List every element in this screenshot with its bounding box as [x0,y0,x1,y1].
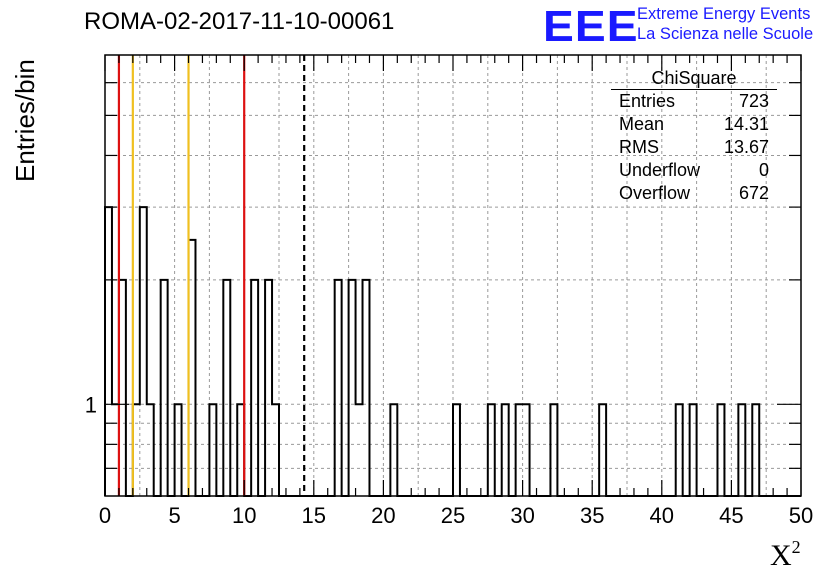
histogram-bin [161,280,168,496]
histogram-bin [752,404,759,496]
histogram-bin [523,404,530,496]
x-tick-label: 25 [441,503,465,528]
histogram-bin [209,404,216,496]
histogram-bin [223,280,230,496]
histogram-bin [453,404,460,496]
stats-box: ChiSquare Entries 723 Mean 14.31 RMS 13.… [611,67,777,205]
stats-value: 14.31 [723,114,769,134]
stats-row-entries: Entries 723 [611,90,777,113]
histogram-bin [516,404,523,496]
histogram-bin [349,280,356,496]
stats-label: Entries [619,91,676,111]
stats-title: ChiSquare [611,67,777,90]
x-tick-label: 50 [789,503,813,528]
x-tick-label: 30 [510,503,534,528]
x-tick-label: 35 [580,503,604,528]
stats-label: Underflow [619,160,701,180]
histogram-bin [251,280,258,496]
histogram-bin [676,404,683,496]
histogram-bin [105,207,112,496]
x-tick-label: 45 [719,503,743,528]
histogram-bin [488,404,495,496]
x-tick-label: 0 [99,503,111,528]
stats-value: 13.67 [723,137,769,157]
logo-line-1: Extreme Energy Events [637,5,811,23]
stats-row-underflow: Underflow 0 [611,159,777,182]
reference-lines [117,55,306,496]
histogram-bin [147,404,154,496]
x-axis-label: X2 [770,537,801,572]
stats-value: 723 [738,91,769,111]
stats-row-mean: Mean 14.31 [611,113,777,136]
axes [104,54,802,497]
histogram-bin [550,404,557,496]
histogram-bin [717,404,724,496]
histogram-bin [140,207,147,496]
y-tick-labels: 1 [85,392,97,417]
logo-line-2: La Scienza nelle Scuole [637,25,814,43]
histogram-bin [265,280,272,496]
x-tick-label: 15 [302,503,326,528]
histogram-bin [272,404,279,496]
x-tick-label: 10 [232,503,256,528]
page-title: ROMA-02-2017-11-10-00061 [84,8,395,35]
x-tick-label: 20 [371,503,395,528]
stats-label: RMS [619,137,659,157]
y-tick-label: 1 [85,392,97,417]
stats-value: 0 [758,160,769,180]
histogram-bin [335,280,342,496]
histogram-bin [502,404,509,496]
stats-value: 672 [738,183,769,203]
x-axis-label-superscript: 2 [792,537,801,557]
histogram-bin [738,404,745,496]
stats-label: Overflow [619,183,691,203]
histogram-bin [363,280,370,496]
x-tick-label: 40 [650,503,674,528]
histogram-bin [599,404,606,496]
eee-logo: EEE [543,2,639,51]
stats-row-overflow: Overflow 672 [611,182,777,205]
histogram-bin [175,404,182,496]
stats-label: Mean [619,114,665,134]
logo-text: Extreme Energy Events La Scienza nelle S… [637,4,813,44]
histogram-bin [390,404,397,496]
y-axis-label: Entries/bin [10,59,40,182]
histogram-bin [356,404,363,496]
x-tick-labels: 0 5 10 15 20 25 30 35 40 45 50 [99,503,813,528]
x-tick-label: 5 [168,503,180,528]
stats-row-rms: RMS 13.67 [611,136,777,159]
histogram-bin [690,404,697,496]
